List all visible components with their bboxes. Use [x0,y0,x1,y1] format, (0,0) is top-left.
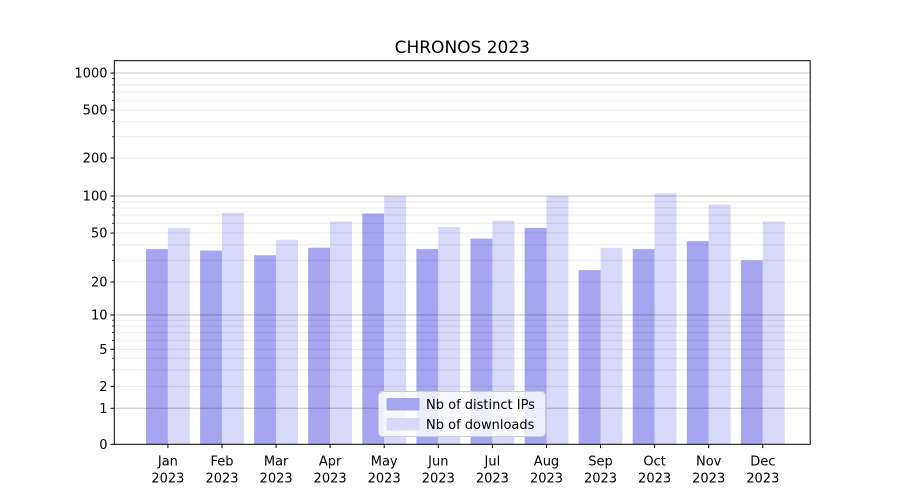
legend-box [378,391,546,437]
y-tick-label: 2 [99,380,107,395]
x-tick-label: Sep 2023 [584,455,617,487]
x-tick-label-month: Jun [427,455,448,470]
x-tick-label: May 2023 [368,455,401,487]
bar-ips-oct [632,249,655,445]
x-tick-label-year: 2023 [260,472,293,487]
legend-swatch-ips [386,398,420,411]
y-axis: 0 1 2 5 10 20 50 100 200 500 1000 [74,67,115,453]
x-tick-label-month: Jan [157,455,178,470]
y-tick-label: 10 [91,309,108,324]
bar-downloads-oct [654,193,677,445]
y-tick-label: 20 [91,276,108,291]
x-tick-label: Mar 2023 [260,455,293,487]
x-tick-label-year: 2023 [422,472,455,487]
x-tick-label-year: 2023 [151,472,184,487]
x-tick-label-year: 2023 [476,472,509,487]
bar-downloads-jul [492,220,515,445]
bar-ips-aug [524,227,547,445]
x-tick-label-month: Nov [696,455,722,470]
x-tick-label-year: 2023 [692,472,725,487]
x-axis: Jan 2023 Feb 2023 Mar 2023 Apr 2023 May 2023 Jun 20… [151,444,779,487]
x-tick-label-year: 2023 [584,472,617,487]
bar-downloads-jun [438,227,461,445]
x-tick-label: Aug 2023 [530,455,563,487]
bar-ips-nov [686,241,709,445]
y-tick-label: 1000 [74,67,107,82]
bar-downloads-feb [222,212,244,445]
x-tick-label-year: 2023 [638,472,671,487]
x-tick-label-year: 2023 [205,472,238,487]
x-tick-label-month: Feb [210,455,233,470]
x-tick-label-month: Mar [264,455,289,470]
plot-border [113,60,811,445]
y-tick-label: 1 [99,402,107,417]
bar-downloads-may [384,196,407,445]
x-tick-label-year: 2023 [746,472,779,487]
y-tick-label: 50 [91,227,108,242]
x-tick-label-year: 2023 [368,472,401,487]
x-tick-label: Apr 2023 [314,455,347,487]
x-tick-label-month: Sep [588,455,613,470]
bar-downloads-nov [708,204,731,445]
x-tick-label-month: Dec [750,455,775,470]
bar-downloads-sep [600,247,623,445]
y-tick-label: 500 [83,104,108,119]
x-tick-label: Jul 2023 [476,455,509,487]
bar-downloads-dec [762,221,785,445]
x-tick-label: Jun 2023 [422,455,455,487]
x-tick-label-month: Oct [643,455,665,470]
y-tick-label: 200 [83,152,108,167]
bar-downloads-mar [276,239,298,445]
gridlines [114,72,810,409]
bar-ips-sep [578,270,601,445]
chart-title: CHRONOS 2023 [395,38,530,58]
x-tick-label-month: Jul [484,455,501,470]
bar-series-downloads [167,193,785,445]
legend-label-ips: Nb of distinct IPs [426,398,535,413]
x-tick-label: Oct 2023 [638,455,671,487]
bar-ips-may [362,213,385,445]
x-tick-label-year: 2023 [530,472,563,487]
x-tick-label: Feb 2023 [205,455,238,487]
bar-downloads-jan [167,227,190,445]
y-tick-label: 100 [83,190,108,205]
x-tick-label: Jan 2023 [151,455,184,487]
bar-ips-apr [308,247,331,445]
x-tick-label-year: 2023 [314,472,347,487]
legend-label-downloads: Nb of downloads [426,418,535,433]
legend: Nb of distinct IPs Nb of downloads [378,391,546,437]
bar-ips-dec [740,260,763,445]
x-tick-label-month: Aug [534,455,559,470]
bar-ips-feb [200,250,222,445]
bar-ips-mar [254,255,277,445]
x-tick-label: Nov 2023 [692,455,725,487]
bar-ips-jan [146,249,168,445]
x-tick-label-month: May [371,455,398,470]
legend-swatch-downloads [386,418,420,431]
bar-downloads-aug [546,196,569,445]
y-tick-label: 0 [99,438,107,453]
x-tick-label-month: Apr [319,455,342,470]
x-tick-label: Dec 2023 [746,455,779,487]
bar-downloads-apr [330,221,352,445]
y-tick-label: 5 [99,343,107,358]
